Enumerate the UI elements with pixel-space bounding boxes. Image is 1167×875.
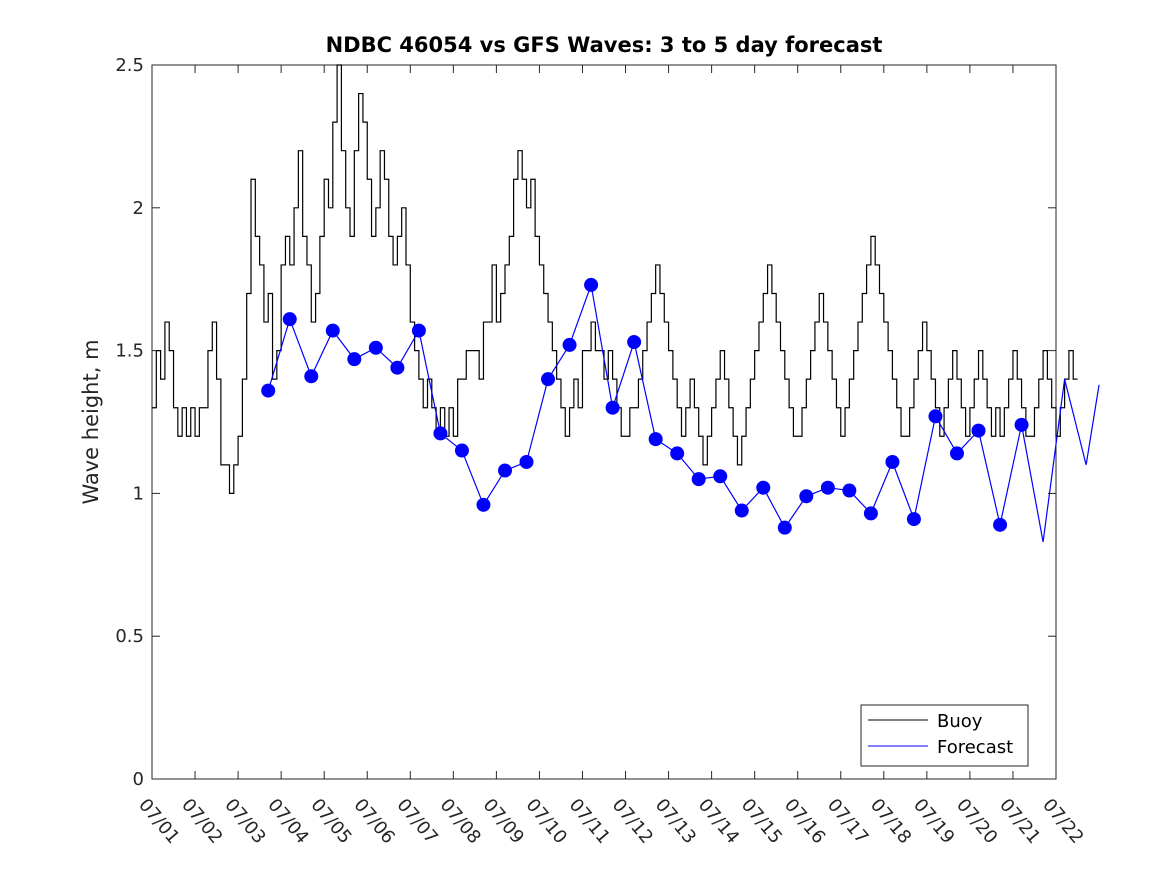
forecast-point xyxy=(648,432,663,447)
forecast-point xyxy=(971,423,986,438)
forecast-point xyxy=(993,517,1008,532)
x-tick-label: 07/11 xyxy=(565,795,614,848)
forecast-point xyxy=(885,454,900,469)
forecast-point xyxy=(368,340,383,355)
x-tick-label: 07/07 xyxy=(392,795,441,848)
x-tick-label: 07/03 xyxy=(220,795,269,848)
x-tick-label: 07/22 xyxy=(1038,795,1087,848)
x-tick-label: 07/09 xyxy=(479,795,528,848)
forecast-point xyxy=(411,323,426,338)
x-tick-label: 07/14 xyxy=(694,795,743,848)
forecast-point xyxy=(433,426,448,441)
forecast-point xyxy=(949,446,964,461)
y-tick-label: 1 xyxy=(133,483,144,504)
forecast-point xyxy=(670,446,685,461)
y-tick-label: 2 xyxy=(133,198,144,219)
forecast-point xyxy=(713,469,728,484)
forecast-point xyxy=(691,472,706,487)
forecast-point xyxy=(562,337,577,352)
x-tick-label: 07/08 xyxy=(436,795,485,848)
x-tick-label: 07/20 xyxy=(952,795,1001,848)
y-tick-label: 1.5 xyxy=(115,341,144,362)
forecast-point xyxy=(756,480,771,495)
y-axis-label: Wave height, m xyxy=(79,339,103,504)
forecast-point xyxy=(820,480,835,495)
x-tick-label: 07/13 xyxy=(651,795,700,848)
forecast-point xyxy=(734,503,749,518)
forecast-point xyxy=(928,409,943,424)
x-tick-label: 07/17 xyxy=(823,795,872,848)
forecast-point xyxy=(541,372,556,387)
x-tick-label: 07/21 xyxy=(995,795,1044,848)
y-axis: 0 0.5 1 1.5 2 2.5 xyxy=(115,55,1056,790)
forecast-point xyxy=(304,369,319,384)
x-tick-label: 07/10 xyxy=(522,795,571,848)
forecast-point xyxy=(1014,417,1029,432)
legend-buoy-label: Buoy xyxy=(937,711,983,732)
chart-title: NDBC 46054 vs GFS Waves: 3 to 5 day fore… xyxy=(326,33,883,57)
forecast-point xyxy=(842,483,857,498)
legend: Buoy Forecast xyxy=(860,704,1029,767)
legend-box xyxy=(860,704,1029,767)
forecast-point xyxy=(605,400,620,415)
x-tick-label: 07/01 xyxy=(134,795,183,848)
forecast-point xyxy=(627,335,642,350)
x-tick-label: 07/05 xyxy=(306,795,355,848)
forecast-point xyxy=(454,443,469,458)
x-tick-label: 07/15 xyxy=(737,795,786,848)
forecast-point xyxy=(863,506,878,521)
y-tick-label: 2.5 xyxy=(115,55,144,76)
x-tick-label: 07/04 xyxy=(263,795,312,848)
series-forecast-line xyxy=(267,282,1100,543)
y-tick-label: 0 xyxy=(133,769,144,790)
forecast-point xyxy=(325,323,340,338)
plot-area xyxy=(151,64,1057,780)
forecast-point xyxy=(799,489,814,504)
x-tick-label: 07/06 xyxy=(349,795,398,848)
forecast-point xyxy=(519,454,534,469)
x-tick-label: 07/19 xyxy=(909,795,958,848)
forecast-point xyxy=(390,360,405,375)
forecast-point xyxy=(347,352,362,367)
x-tick-label: 07/02 xyxy=(177,795,226,848)
x-tick-label: 07/12 xyxy=(608,795,657,848)
forecast-point xyxy=(777,520,792,535)
series-layer xyxy=(152,64,1100,543)
y-tick-label: 0.5 xyxy=(115,626,144,647)
x-tick-label: 07/16 xyxy=(780,795,829,848)
legend-forecast-label: Forecast xyxy=(937,737,1013,758)
x-tick-label: 07/18 xyxy=(866,795,915,848)
forecast-point xyxy=(584,277,599,292)
forecast-point xyxy=(261,383,276,398)
forecast-point xyxy=(282,312,297,327)
forecast-point xyxy=(497,463,512,478)
forecast-point xyxy=(476,497,491,512)
forecast-point xyxy=(906,512,921,527)
